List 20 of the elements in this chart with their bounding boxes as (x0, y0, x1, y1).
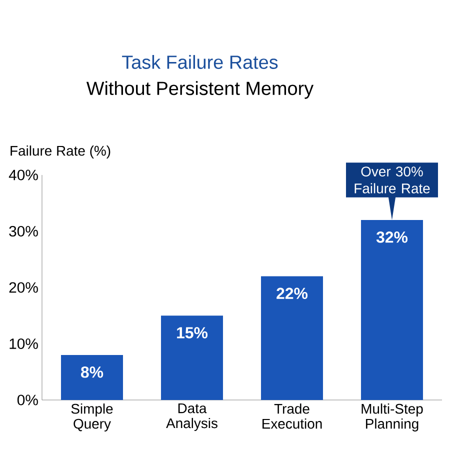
y-tick-label: 40% (8, 170, 38, 180)
y-tick-label: 20% (9, 282, 38, 293)
y-tick-label: 10% (10, 338, 38, 350)
x-tick-label: Multi-Step Planning (362, 404, 423, 432)
x-tick-label: Trade Execution (262, 404, 322, 429)
y-axis-title: Failure Rate (%) (10, 145, 110, 158)
data-label: 32% (376, 232, 408, 243)
chart-title: Task Failure Rates (122, 55, 278, 69)
bar (161, 316, 223, 400)
data-label: 8% (80, 366, 104, 378)
annotation: Over 30% Failure Rate (354, 166, 430, 194)
chart-subtitle: Without Persistent Memory (86, 81, 314, 99)
bar (260, 276, 323, 400)
y-tick-label: 30% (9, 226, 38, 237)
x-tick-label: Simple Query (71, 404, 113, 432)
data-label: 22% (276, 288, 308, 300)
x-tick-label: Data Analysis (166, 404, 218, 431)
y-tick-label: 0% (17, 394, 38, 406)
data-label: 15% (177, 327, 208, 338)
bar (61, 354, 123, 400)
